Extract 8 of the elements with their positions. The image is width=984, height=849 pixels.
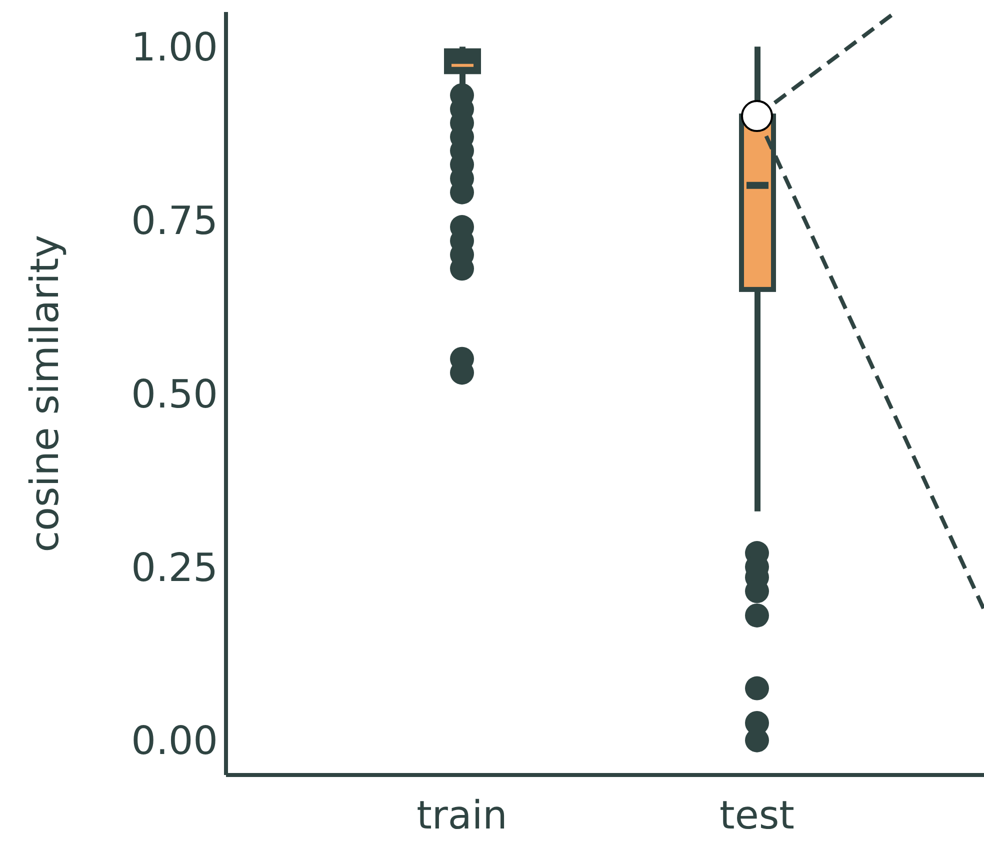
y-tick-label: 0.75	[131, 198, 218, 244]
y-tick-label: 0.50	[131, 372, 218, 418]
y-tick-label: 1.00	[131, 26, 218, 71]
x-tick-label: train	[416, 794, 508, 839]
y-tick-label: 0.00	[131, 719, 218, 764]
y-axis-title: cosine similarity	[22, 234, 68, 552]
y-tick-label: 0.25	[131, 546, 218, 591]
x-tick-label: test	[720, 794, 794, 839]
